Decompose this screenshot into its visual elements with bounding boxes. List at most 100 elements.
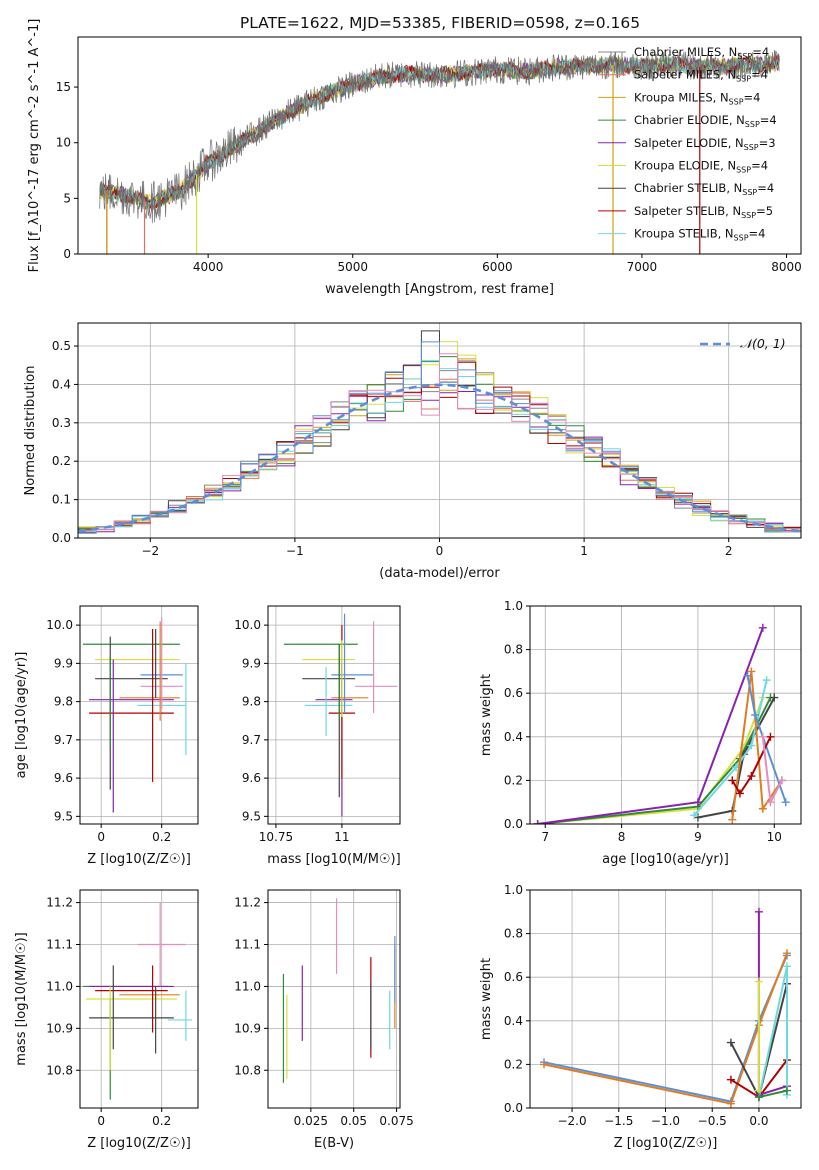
x-tick-label: 0.075 [379, 1114, 413, 1128]
x-axis-label: wavelength [Angstrom, rest frame] [325, 282, 554, 297]
weight-series-line [537, 697, 772, 824]
axes-frame [267, 605, 401, 825]
y-tick-label: 0.6 [504, 970, 523, 984]
weight-series-line [758, 1089, 788, 1099]
age_vs_Z-plot-area [83, 617, 187, 813]
y-axis-label: age [log10(age/yr)] [14, 652, 29, 779]
x-tick-label: −1.0 [651, 1114, 680, 1128]
weight_vs_age-plot-area [533, 623, 790, 824]
x-tick-label: 11 [334, 830, 349, 844]
x-tick-label: −1.5 [604, 1114, 633, 1128]
y-tick-label: 11.2 [46, 896, 73, 910]
axes-frame [267, 889, 401, 1109]
x-tick-label: 2 [725, 544, 733, 558]
weight-point-marker [758, 804, 767, 813]
weight-point-marker [782, 962, 791, 971]
y-tick-label: 0.8 [504, 643, 523, 657]
x-tick-label: 4000 [193, 260, 224, 274]
y-axis-label: mass weight [479, 674, 494, 756]
y-tick-label: 10.0 [46, 618, 73, 632]
weight-point-marker [728, 815, 737, 824]
y-tick-label: 9.5 [242, 809, 261, 823]
legend-label: Kroupa STELIB, NSSP=4 [634, 227, 765, 243]
y-tick-label: 9.5 [54, 809, 73, 823]
weight-point-marker [751, 711, 760, 719]
mass_vs_ebv-plot-area [282, 898, 396, 1083]
x-tick-label: 0.05 [340, 1114, 367, 1128]
y-tick-label: 0.6 [504, 686, 523, 700]
y-tick-label: 0.2 [504, 1057, 523, 1071]
weight-point-marker [758, 732, 767, 741]
y-tick-label: 11.0 [46, 979, 73, 993]
y-tick-label: 5 [63, 191, 71, 205]
y-tick-label: 9.6 [242, 771, 261, 785]
x-tick-label: 0 [97, 830, 105, 844]
x-tick-label: 0 [436, 544, 444, 558]
y-tick-label: 9.9 [242, 656, 261, 670]
x-tick-label: 0 [97, 1114, 105, 1128]
x-tick-label: 0.0 [749, 1114, 768, 1128]
model-spectrum-line [99, 56, 780, 209]
x-axis-label: Z [log10(Z/Z☉)] [87, 1136, 191, 1151]
weight-point-marker [533, 820, 542, 824]
weight_vs_Z-panel: −2.0 −1.5 −1.0 −0.5 0.0 0.0 0.2 0.4 0.6 0.8 1.0 Z [… [479, 883, 802, 1151]
y-tick-label: 10 [56, 136, 71, 150]
y-tick-label: 9.9 [54, 656, 73, 670]
x-axis-label: (data-model)/error [379, 566, 500, 581]
x-axis-label: age [log10(age/yr)] [602, 852, 729, 867]
x-tick-label: 0.2 [152, 830, 171, 844]
y-tick-label: 11.1 [234, 938, 261, 952]
weight-point-marker [728, 776, 737, 785]
y-tick-label: 11.0 [234, 979, 261, 993]
x-tick-label: 8000 [771, 260, 802, 274]
x-tick-label: 10 [767, 830, 782, 844]
x-tick-label: 8 [618, 830, 626, 844]
y-tick-label: 0.4 [52, 377, 71, 391]
residuals-plot-area [78, 330, 801, 534]
weight-point-marker [726, 1075, 735, 1084]
legend-label: Chabrier MILES, NSSP=4 [634, 45, 769, 61]
mass_vs_Z-plot-area [83, 902, 192, 1100]
x-tick-label: 7000 [627, 260, 658, 274]
weight-point-marker [693, 798, 702, 807]
mass_vs_Z-panel: 0 0.2 10.8 10.9 11.0 11.1 11.2 Z [log10(Z/Z☉)] m… [14, 889, 199, 1151]
weight-point-marker [747, 741, 756, 750]
legend-label: Chabrier STELIB, NSSP=4 [634, 181, 774, 197]
x-tick-label: 0.025 [294, 1114, 328, 1128]
y-axis-label: Flux [f_λ10^-17 erg cm^-2 s^-1 A^-1] [27, 19, 42, 273]
y-tick-label: 9.7 [242, 733, 261, 747]
x-tick-label: 1 [580, 544, 588, 558]
weight-point-marker [690, 811, 699, 820]
x-axis-label: E(B-V) [314, 1136, 354, 1151]
axes-frame [79, 605, 199, 825]
x-axis-label: mass [log10(M/M☉)] [267, 852, 400, 867]
weight-point-marker [766, 732, 775, 741]
axes-frame [77, 36, 802, 255]
x-tick-label: 5000 [337, 260, 368, 274]
y-axis-label: mass weight [479, 958, 494, 1040]
y-tick-label: 11.2 [234, 896, 261, 910]
age_vs_mass-plot-area [283, 613, 398, 817]
y-tick-label: 9.6 [54, 771, 73, 785]
y-tick-label: 9.7 [54, 733, 73, 747]
legend-label: Salpeter STELIB, NSSP=5 [634, 204, 773, 220]
x-tick-label: 6000 [482, 260, 513, 274]
x-tick-label: −1 [286, 544, 304, 558]
legend-label: Chabrier ELODIE, NSSP=4 [634, 113, 777, 129]
weight-point-marker [782, 1086, 791, 1095]
y-tick-label: 11.1 [46, 938, 73, 952]
y-tick-label: 0.4 [504, 730, 523, 744]
spectrum-legend: Chabrier MILES, NSSP=4 Salpeter MILES, NS… [598, 45, 777, 243]
x-tick-label: 0.2 [152, 1114, 171, 1128]
y-axis-label: mass [log10(M/M☉)] [14, 932, 29, 1065]
figure-title: PLATE=1622, MJD=53385, FIBERID=0598, z=0… [240, 14, 640, 32]
x-axis-label: Z [log10(Z/Z☉)] [614, 1136, 718, 1151]
weight-point-marker [781, 798, 790, 807]
y-tick-label: 0.8 [504, 927, 523, 941]
weight-point-marker [766, 798, 775, 807]
y-tick-label: 0.0 [52, 531, 71, 545]
y-tick-label: 0.0 [504, 1101, 523, 1115]
legend-label: Kroupa MILES, NSSP=4 [634, 90, 760, 106]
y-tick-label: 0.1 [52, 493, 71, 507]
y-tick-label: 0.5 [52, 339, 71, 353]
